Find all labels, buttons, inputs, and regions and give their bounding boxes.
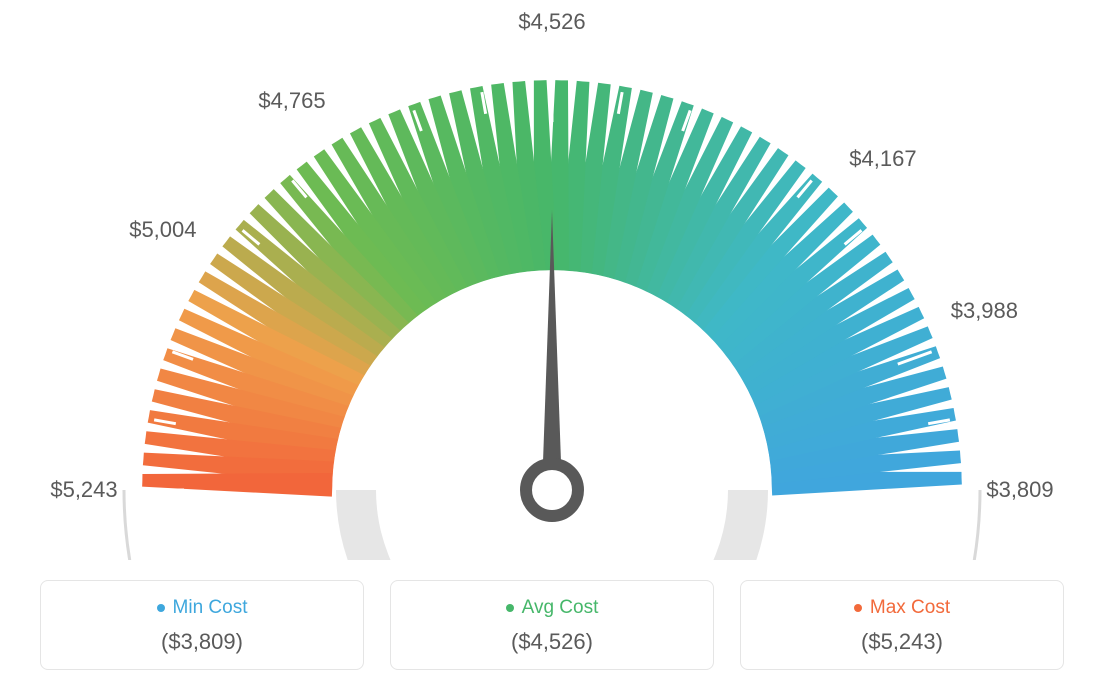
scale-label: $5,243 (50, 477, 117, 503)
scale-label: $3,809 (986, 477, 1053, 503)
gauge-chart: $3,809 $3,988 $4,167 $4,526 $4,765 $5,004 $5,2… (0, 0, 1104, 560)
gauge-segment (352, 235, 366, 246)
gauge-segment (328, 256, 341, 269)
gauge-segment (785, 278, 797, 292)
gauge-segment (679, 202, 695, 210)
gauge-segment (317, 267, 329, 280)
scale-label: $4,526 (518, 9, 585, 35)
max-cost-label: Max Cost (870, 597, 950, 619)
gauge-segment (252, 377, 258, 394)
avg-cost-value: ($4,526) (401, 629, 703, 655)
gauge-segment (860, 423, 863, 441)
gauge-segment (287, 305, 297, 320)
gauge-segment (749, 244, 763, 256)
gauge-segment (832, 346, 840, 362)
min-cost-value: ($3,809) (51, 629, 353, 655)
gauge-segment (708, 216, 723, 225)
gauge-segment (296, 292, 307, 306)
scale-label: $4,765 (258, 88, 325, 114)
max-bullet-icon (854, 604, 862, 612)
min-cost-header: Min Cost (51, 597, 353, 619)
gauge-segment (722, 225, 737, 235)
gauge-segment (632, 185, 649, 190)
gauge-segment (379, 217, 394, 227)
gauge-segment (278, 318, 287, 333)
gauge-segment (438, 190, 455, 196)
gauge-segment (271, 333, 280, 349)
avg-cost-card: Avg Cost ($4,526) (390, 580, 714, 670)
avg-bullet-icon (506, 604, 514, 612)
gauge-segment (485, 179, 503, 182)
gauge-segment (796, 290, 807, 304)
avg-cost-header: Avg Cost (401, 597, 703, 619)
gauge-segment (247, 393, 252, 410)
gauge-segment (851, 391, 856, 408)
gauge-segment (839, 360, 846, 377)
summary-cards: Min Cost ($3,809) Avg Cost ($4,526) Max … (0, 580, 1104, 670)
max-cost-value: ($5,243) (751, 629, 1053, 655)
min-cost-card: Min Cost ($3,809) (40, 580, 364, 670)
gauge-segment (567, 175, 585, 176)
gauge-hub (526, 464, 578, 516)
gauge-segment (774, 266, 787, 279)
gauge-segment (237, 457, 238, 475)
min-cost-label: Min Cost (173, 597, 248, 619)
gauge-segment (453, 186, 470, 191)
gauge-segment (422, 196, 439, 203)
gauge-segment (583, 177, 601, 179)
max-cost-card: Max Cost ($5,243) (740, 580, 1064, 670)
gauge-segment (244, 408, 248, 426)
gauge-segment (845, 376, 851, 393)
gauge-segment (469, 182, 487, 186)
gauge-segment (393, 209, 409, 218)
gauge-segment (616, 182, 634, 186)
gauge-segment (824, 331, 833, 347)
gauge-segment (648, 190, 665, 196)
scale-label: $5,004 (129, 217, 196, 243)
gauge-segment (762, 255, 775, 267)
max-cost-header: Max Cost (751, 597, 1053, 619)
gauge-segment (257, 362, 264, 379)
gauge-segment (340, 245, 354, 257)
gauge-segment (306, 279, 318, 293)
gauge-segment (736, 234, 750, 245)
min-bullet-icon (157, 604, 165, 612)
avg-cost-label: Avg Cost (522, 597, 599, 619)
gauge-segment (866, 472, 867, 490)
gauge-segment (865, 455, 866, 473)
gauge-segment (815, 317, 825, 332)
gauge-segment (517, 175, 535, 176)
gauge-svg (0, 0, 1104, 560)
gauge-segment (241, 425, 244, 443)
gauge-segment (239, 441, 241, 459)
gauge-segment (863, 439, 865, 457)
gauge-segment (806, 304, 816, 319)
gauge-segment (856, 407, 860, 425)
scale-label: $3,988 (951, 298, 1018, 324)
gauge-segment (534, 175, 552, 176)
gauge-segment (408, 202, 424, 210)
gauge-segment (694, 209, 710, 218)
scale-label: $4,167 (849, 146, 916, 172)
gauge-segment (264, 347, 272, 363)
gauge-segment (501, 177, 519, 179)
gauge-segment (663, 195, 680, 202)
gauge-segment (366, 226, 381, 236)
gauge-segment (600, 179, 618, 182)
